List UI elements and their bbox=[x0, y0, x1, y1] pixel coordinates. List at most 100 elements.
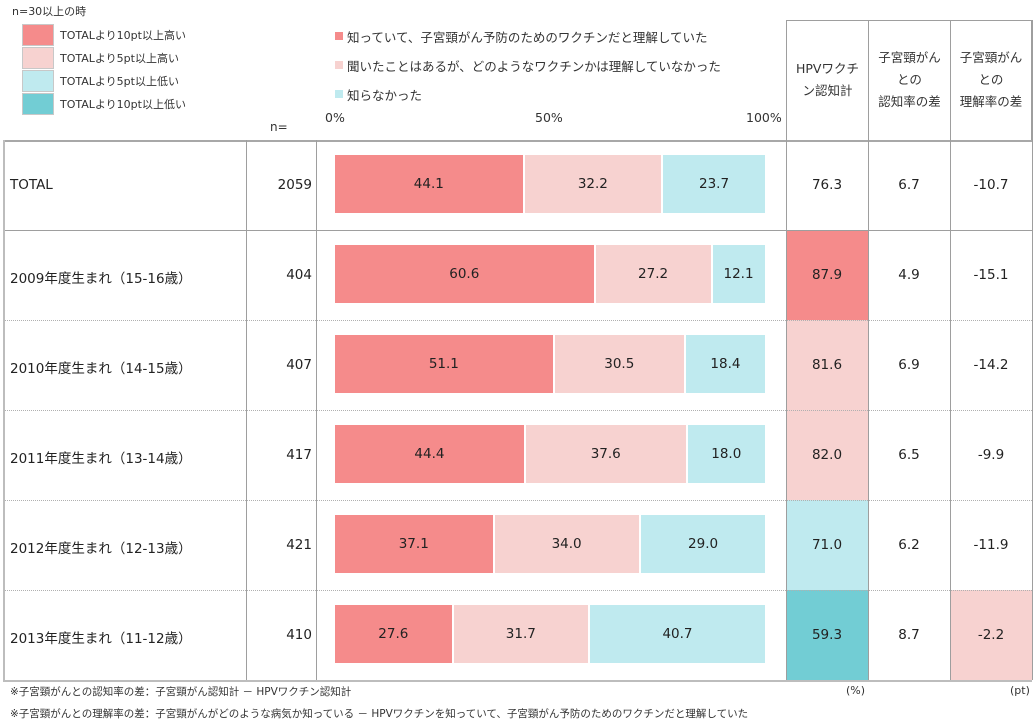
bar-segment: 31.7 bbox=[453, 605, 590, 663]
diff-understanding-cell: -11.9 bbox=[973, 537, 1009, 553]
bar-data-label: 37.1 bbox=[398, 536, 429, 552]
awareness-total-cell: 82.0 bbox=[786, 410, 868, 500]
legend-label: 知らなかった bbox=[347, 88, 423, 103]
legend-label: 知っていて、子宮頸がん予防のためのワクチンだと理解していた bbox=[347, 30, 708, 45]
row-n-value: 2059 bbox=[277, 177, 312, 193]
row-divider bbox=[3, 320, 1032, 321]
x-tick-50: 50% bbox=[535, 110, 563, 125]
row-divider bbox=[3, 500, 1032, 501]
row-label: TOTAL bbox=[10, 177, 53, 193]
column-divider bbox=[316, 140, 317, 680]
header-awareness-total: HPVワクチ ン認知計 bbox=[786, 20, 868, 140]
row-label: 2012年度生まれ（12-13歳） bbox=[10, 541, 192, 557]
row-n-value: 410 bbox=[286, 627, 312, 643]
diff-recognition-cell: 6.7 bbox=[898, 177, 920, 193]
bar-data-label: 44.4 bbox=[414, 446, 445, 462]
color-key-item: TOTALより10pt以上高い bbox=[22, 24, 262, 47]
footnote-recognition: ※子宮頸がんとの認知率の差：子宮頸がん認知計 － HPVワクチン認知計 bbox=[10, 686, 352, 698]
diff-understanding-cell: -15.1 bbox=[973, 267, 1009, 283]
footnote-understanding: ※子宮頸がんとの理解率の差：子宮頸がんがどのような病気か知っている － HPVワ… bbox=[10, 708, 749, 720]
bar-data-label: 44.1 bbox=[413, 176, 444, 192]
column-divider bbox=[1032, 20, 1033, 680]
table-bottom-border bbox=[3, 680, 1032, 682]
bar-data-label: 31.7 bbox=[505, 626, 536, 642]
legend-swatch bbox=[335, 90, 343, 98]
row-n-value: 421 bbox=[286, 537, 312, 553]
row-divider bbox=[3, 590, 1032, 591]
bar-data-label: 18.4 bbox=[710, 356, 741, 372]
bar-segment: 37.1 bbox=[335, 515, 495, 573]
bar-data-label: 29.0 bbox=[688, 536, 719, 552]
bar-segment: 44.4 bbox=[335, 425, 526, 483]
column-divider bbox=[786, 20, 787, 680]
diff-recognition-cell: 6.9 bbox=[898, 357, 920, 373]
header-diff-recognition: 子宮頸がんとの認知率の差 bbox=[868, 20, 950, 140]
bar-data-label: 51.1 bbox=[428, 356, 459, 372]
header-awareness-line2: ン認知計 bbox=[802, 83, 853, 98]
header-diff-recognition-line2: との bbox=[897, 72, 922, 87]
bar-data-label: 37.6 bbox=[590, 446, 621, 462]
x-tick-0: 0% bbox=[325, 110, 345, 125]
row-divider bbox=[3, 230, 1032, 231]
bar-data-label: 32.2 bbox=[577, 176, 608, 192]
column-divider bbox=[246, 140, 247, 680]
color-key-swatch bbox=[22, 93, 54, 115]
diff-recognition-cell: 6.5 bbox=[898, 447, 920, 463]
x-tick-100: 100% bbox=[746, 110, 782, 125]
color-key-item: TOTALより5pt以上低い bbox=[22, 70, 262, 93]
column-divider bbox=[868, 20, 869, 680]
diff-recognition-cell: 8.7 bbox=[898, 627, 920, 643]
bar-data-label: 12.1 bbox=[723, 266, 754, 282]
row-label: 2013年度生まれ（11-12歳） bbox=[10, 631, 192, 647]
bar-segment: 12.1 bbox=[712, 245, 765, 303]
header-diff-recognition-line3: 認知率の差 bbox=[878, 94, 941, 109]
row-n-value: 404 bbox=[286, 267, 312, 283]
header-diff-understanding-line2: との bbox=[978, 72, 1004, 87]
diff-recognition-cell: 6.2 bbox=[898, 537, 920, 553]
bar-data-label: 23.7 bbox=[699, 176, 730, 192]
row-label: 2009年度生まれ（15-16歳） bbox=[10, 271, 192, 287]
bar-segment: 29.0 bbox=[640, 515, 766, 573]
diff-understanding-cell: -9.9 bbox=[977, 447, 1005, 463]
bar-segment: 18.4 bbox=[685, 335, 765, 393]
awareness-total-cell: 71.0 bbox=[786, 500, 868, 590]
n-column-header: n= bbox=[270, 120, 288, 134]
diff-understanding-cell: -14.2 bbox=[973, 357, 1009, 373]
bar-segment: 32.2 bbox=[524, 155, 664, 213]
header-diff-recognition-line1: 子宮頸がん bbox=[878, 50, 941, 65]
header-diff-understanding-line3: 理解率の差 bbox=[959, 94, 1023, 109]
color-key-label: TOTALより10pt以上高い bbox=[60, 29, 186, 42]
table-top-border bbox=[3, 140, 1032, 142]
bar-data-label: 30.5 bbox=[604, 356, 635, 372]
color-key-swatch bbox=[22, 47, 54, 69]
header-awareness-line1: HPVワクチ bbox=[796, 61, 859, 76]
bar-segment: 44.1 bbox=[335, 155, 525, 213]
bar-data-label: 60.6 bbox=[449, 266, 480, 282]
awareness-total-cell: 81.6 bbox=[786, 320, 868, 410]
row-n-value: 417 bbox=[286, 447, 312, 463]
column-divider bbox=[3, 140, 5, 680]
column-divider bbox=[950, 20, 951, 680]
awareness-total-cell: 59.3 bbox=[786, 590, 868, 680]
diff-recognition-cell: 4.9 bbox=[898, 267, 920, 283]
bar-segment: 51.1 bbox=[335, 335, 555, 393]
unit-pt: (pt) bbox=[1010, 684, 1030, 697]
awareness-total-cell: 76.3 bbox=[811, 177, 843, 193]
color-key-swatch bbox=[22, 70, 54, 92]
color-key-label: TOTALより5pt以上低い bbox=[60, 75, 179, 88]
diff-understanding-cell: -2.2 bbox=[950, 590, 1032, 680]
row-label: 2011年度生まれ（13-14歳） bbox=[10, 451, 192, 467]
awareness-total-cell: 87.9 bbox=[786, 230, 868, 320]
row-n-value: 407 bbox=[286, 357, 312, 373]
legend-swatch bbox=[335, 61, 343, 69]
color-key-swatch bbox=[22, 24, 54, 46]
bar-segment: 23.7 bbox=[663, 155, 765, 213]
color-key-label: TOTALより5pt以上高い bbox=[60, 52, 179, 65]
color-key-item: TOTALより10pt以上低い bbox=[22, 93, 262, 116]
header-top-border bbox=[786, 20, 1032, 21]
color-key-title: n=30以上の時 bbox=[12, 5, 87, 18]
bar-data-label: 34.0 bbox=[551, 536, 582, 552]
row-divider bbox=[3, 410, 1032, 411]
bar-segment: 34.0 bbox=[494, 515, 641, 573]
bar-segment: 27.6 bbox=[335, 605, 454, 663]
